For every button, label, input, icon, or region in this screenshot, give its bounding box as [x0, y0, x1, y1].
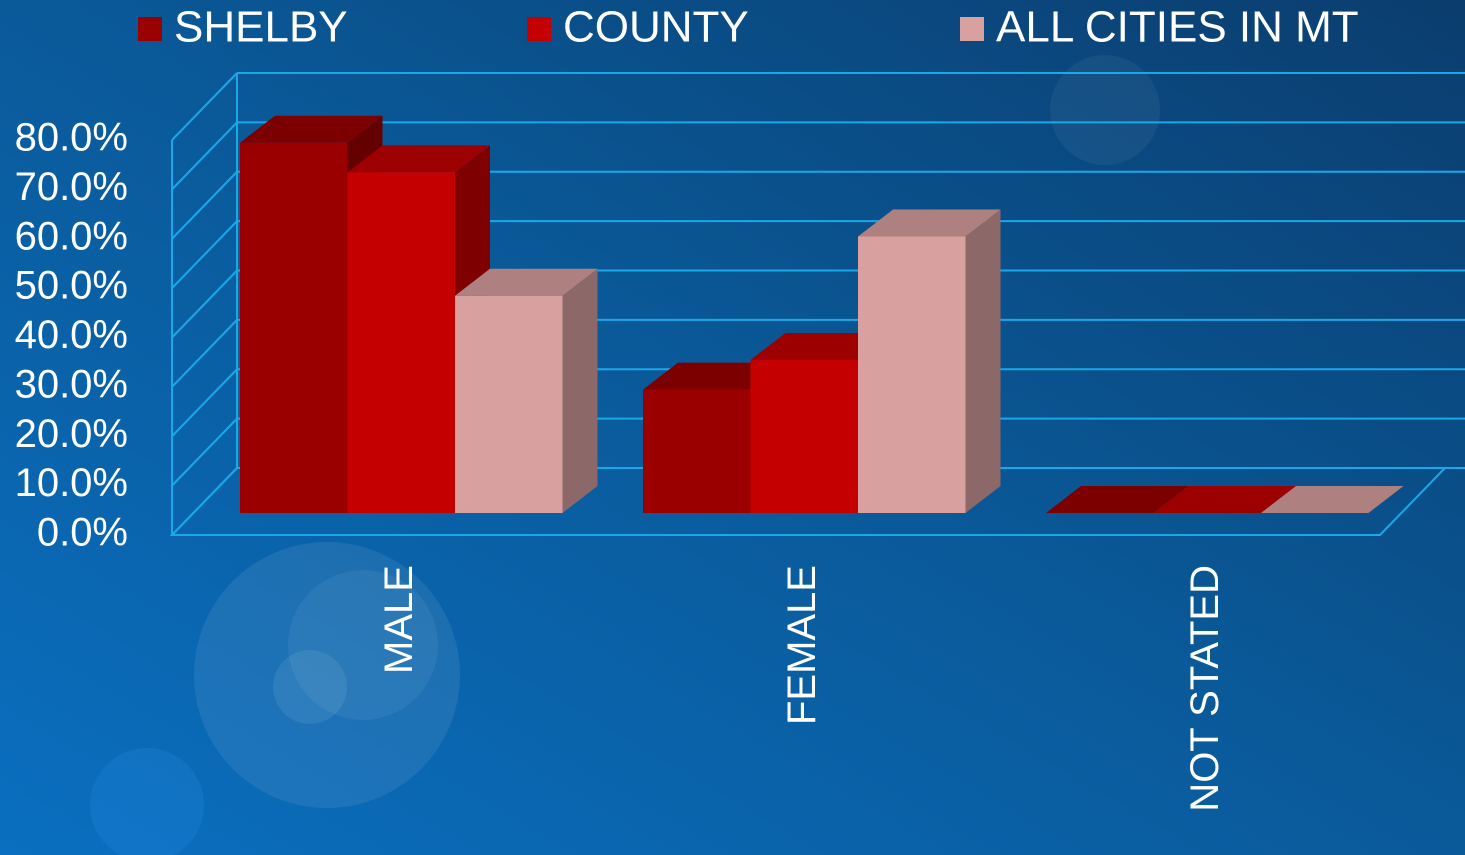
bar-top — [1261, 486, 1404, 513]
grid-line — [171, 121, 238, 191]
bar-top — [240, 115, 383, 143]
bar — [347, 172, 455, 513]
grid-line — [171, 319, 238, 388]
bar-top — [1153, 486, 1296, 513]
grid-line — [171, 72, 238, 141]
bar — [643, 389, 751, 513]
x-tick-label: NOT STATED — [1183, 565, 1227, 812]
bokeh — [90, 748, 204, 855]
grid-line — [171, 467, 238, 536]
bokeh — [288, 570, 438, 720]
grid-line — [171, 417, 238, 487]
bar — [858, 236, 966, 513]
y-tick-label: 10.0% — [15, 461, 128, 505]
bokeh — [273, 650, 347, 724]
x-tick-label: MALE — [377, 565, 421, 674]
y-tick-label: 50.0% — [15, 264, 128, 308]
legend-label: SHELBY — [174, 3, 348, 52]
bar-top — [455, 268, 598, 296]
bar-side — [965, 209, 1001, 513]
legend-label: COUNTY — [563, 3, 749, 52]
bar-side — [562, 268, 598, 513]
y-tick-label: 0.0% — [37, 511, 128, 555]
bar-top — [347, 145, 490, 173]
bar-top — [858, 209, 1001, 237]
y-tick-label: 70.0% — [15, 165, 128, 209]
bar-top — [1046, 486, 1189, 513]
bokeh — [1050, 55, 1160, 165]
y-tick-label: 80.0% — [15, 116, 128, 160]
grid-line — [171, 171, 238, 240]
bar-top — [643, 362, 786, 390]
legend-swatch — [138, 17, 162, 41]
bokeh — [194, 542, 460, 808]
bar — [455, 295, 563, 513]
grid-line — [171, 368, 238, 437]
legend-label: ALL CITIES IN MT — [996, 3, 1359, 52]
legend-swatch — [960, 17, 984, 41]
grid-line — [171, 220, 238, 289]
bar — [750, 359, 858, 513]
x-tick-label: FEMALE — [780, 565, 824, 725]
bar — [240, 142, 348, 513]
y-tick-label: 30.0% — [15, 362, 128, 406]
bar-top — [750, 332, 893, 360]
y-tick-label: 60.0% — [15, 214, 128, 258]
y-tick-label: 40.0% — [15, 313, 128, 357]
grid-line — [171, 269, 238, 339]
y-tick-label: 20.0% — [15, 412, 128, 456]
legend-swatch — [527, 17, 551, 41]
